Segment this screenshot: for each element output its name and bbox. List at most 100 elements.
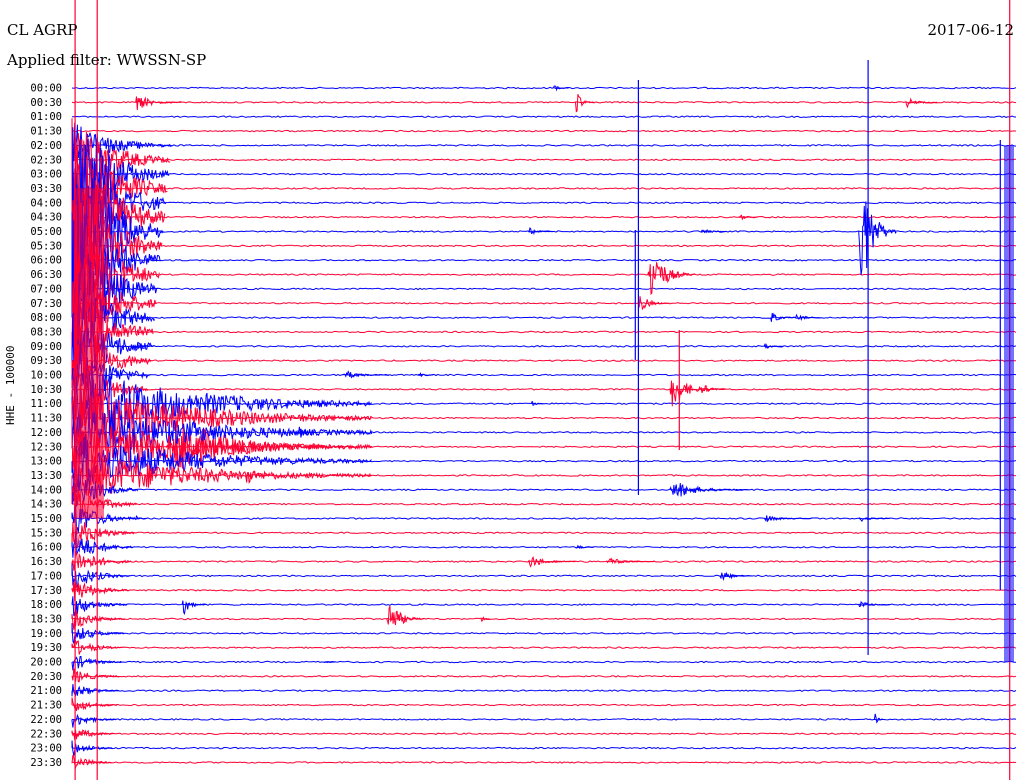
- quake-coda: [71, 582, 129, 602]
- row-time-label: 20:00: [30, 657, 62, 669]
- row-time-label: 23:30: [30, 757, 62, 769]
- quake-coda: [71, 532, 133, 558]
- seismic-event: [181, 600, 208, 615]
- quake-coda: [71, 140, 168, 250]
- row-time-label: 13:00: [30, 456, 62, 468]
- row-time-label: 18:00: [30, 599, 62, 611]
- trace-row: [71, 761, 1017, 764]
- seismic-event: [905, 97, 938, 109]
- row-time-label: 08:30: [30, 326, 62, 338]
- trace-row: [71, 703, 1017, 707]
- trace-row: [71, 172, 1017, 176]
- trace-row: [72, 689, 1017, 692]
- row-time-label: 11:30: [30, 413, 62, 425]
- row-time-label: 21:30: [30, 700, 62, 712]
- row-time-label: 10:00: [30, 370, 62, 382]
- row-time-label: 01:30: [30, 126, 62, 138]
- trace-row: [72, 244, 1017, 248]
- seismic-event: [552, 85, 569, 92]
- row-time-label: 08:00: [30, 312, 62, 324]
- seismic-event: [700, 229, 727, 234]
- seismic-event: [669, 380, 718, 407]
- y-axis-label: HHE - 100000: [4, 345, 17, 425]
- quake-coda: [71, 740, 113, 756]
- seismic-event: [763, 515, 812, 523]
- seismic-event: [528, 227, 554, 236]
- row-time-label: 04:00: [30, 197, 62, 209]
- seismic-event: [770, 312, 796, 322]
- trace-row: [72, 746, 1017, 750]
- row-time-label: 00:00: [30, 83, 62, 95]
- seismic-event: [637, 296, 670, 311]
- seismic-event: [386, 605, 425, 626]
- seismic-event: [858, 517, 890, 523]
- seismic-event: [719, 571, 752, 582]
- quake-coda: [71, 596, 128, 617]
- row-time-label: 11:00: [30, 398, 62, 410]
- row-time-label: 02:30: [30, 154, 62, 166]
- trace-row: [71, 488, 1017, 492]
- trace-row: [71, 144, 1017, 147]
- trace-row: [71, 718, 1017, 721]
- trace-row: [71, 474, 1017, 477]
- row-time-label: 09:30: [30, 355, 62, 367]
- trace-row: [71, 187, 1017, 190]
- quake-coda: [71, 449, 372, 502]
- seismic-event: [323, 661, 336, 664]
- quake-coda: [71, 138, 170, 230]
- trace-row: [71, 330, 1017, 334]
- quake-coda: [71, 370, 372, 438]
- trace-row: [71, 660, 1017, 664]
- seismic-event: [575, 94, 594, 113]
- trace-row: [71, 589, 1017, 592]
- row-time-label: 01:00: [30, 111, 62, 123]
- row-time-label: 21:00: [30, 685, 62, 697]
- trace-row: [71, 273, 1017, 276]
- quake-coda: [71, 563, 130, 588]
- seismic-event: [700, 385, 727, 394]
- trace-row: [71, 388, 1017, 391]
- seismic-event: [530, 400, 544, 406]
- trace-row: [71, 574, 1017, 578]
- row-time-label: 05:00: [30, 226, 62, 238]
- trace-row: [71, 617, 1017, 621]
- row-time-label: 03:00: [30, 169, 62, 181]
- trace-row: [71, 316, 1017, 319]
- trace-row: [71, 345, 1017, 348]
- seismic-event: [738, 214, 758, 221]
- filter-subtitle: Applied filter: WWSSN-SP: [7, 51, 207, 69]
- seismic-event: [134, 96, 182, 111]
- trace-row: [71, 101, 1017, 104]
- row-time-label: 19:30: [30, 642, 62, 654]
- trace-row: [71, 732, 1017, 735]
- station-title: CL AGRP: [7, 21, 78, 39]
- seismic-event: [647, 262, 695, 295]
- quake-coda: [71, 668, 120, 683]
- row-time-label: 14:30: [30, 499, 62, 511]
- row-time-label: 14:00: [30, 484, 62, 496]
- seismic-event: [795, 313, 821, 322]
- trace-row: [71, 531, 1017, 535]
- quake-coda: [71, 683, 119, 697]
- row-time-label: 16:30: [30, 556, 62, 568]
- row-time-label: 07:00: [30, 283, 62, 295]
- row-time-label: 18:30: [30, 613, 62, 625]
- trace-row: [71, 373, 1017, 377]
- seismic-event: [417, 372, 434, 378]
- quake-coda: [71, 713, 117, 728]
- quake-coda: [71, 122, 173, 162]
- row-time-label: 07:30: [30, 298, 62, 310]
- trace-row: [71, 675, 1017, 678]
- trace-row: [71, 603, 1017, 606]
- seismic-event: [858, 201, 897, 275]
- row-time-label: 12:30: [30, 441, 62, 453]
- trace-row: [71, 86, 1017, 90]
- trace-row: [72, 158, 1017, 161]
- trace-row: [71, 258, 1017, 262]
- trace-row: [72, 502, 1017, 506]
- trace-row: [71, 201, 1017, 205]
- quake-coda: [71, 729, 115, 740]
- quake-coda: [71, 550, 132, 571]
- row-time-label: 22:00: [30, 714, 62, 726]
